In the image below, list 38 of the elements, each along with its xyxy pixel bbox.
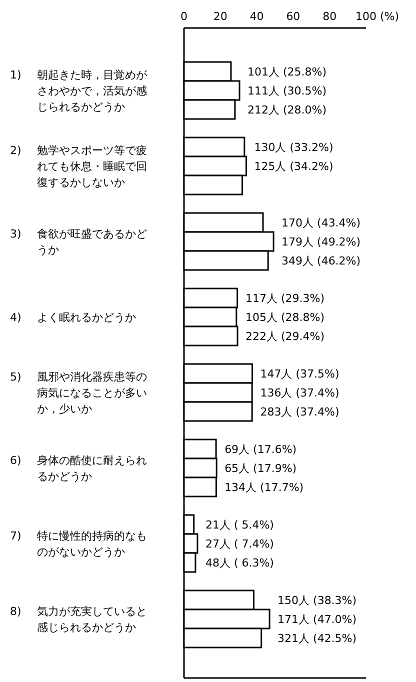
data-label: 179人 (49.2%) [282,236,361,248]
data-label: 283人 (37.4%) [260,406,340,418]
data-label: 170人 (43.4%) [282,216,361,230]
x-tick-label: 20 [213,10,228,23]
data-label: 21人 ( 5.4%) [205,518,274,532]
data-label: 171人 (47.0%) [278,613,357,626]
data-label: 134人 (17.7%) [224,481,304,494]
data-label: 125人 (34.2%) [254,160,334,173]
data-label: 105人 (28.8%) [246,311,325,324]
data-label: 27人 ( 7.4%) [205,538,274,550]
data-label: 222人 (29.4%) [246,330,325,343]
category-label: 3) 食欲が旺盛であるかどうか [10,228,147,256]
category-label: 5) 風邪や消化器疾患等の病気になることが多いか，少いか [10,370,147,416]
data-label: 65人 (17.9%) [224,462,297,475]
data-label: 212人 (28.0%) [248,104,327,116]
x-tick-label: 100 [356,10,376,23]
data-label: 349人 (46.2%) [282,254,361,268]
data-label: 111人 (30.5%) [248,84,327,98]
data-label: 48人 ( 6.3%) [205,556,274,570]
data-label: 136人 (37.4%) [260,386,340,400]
category-label: 1) 朝起きた時，目覚めがさわやかで，活気が感じられるかどうか [10,68,147,114]
x-tick-label: 40 [250,10,264,23]
data-label: 69人 (17.6%) [224,443,297,456]
data-label: 117人 (29.3%) [246,292,325,305]
x-tick-label: 80 [322,10,337,23]
data-label: 101人 (25.8%) [248,66,327,78]
data-label: 147人 (37.5%) [260,368,340,380]
x-tick-label: 0 [180,10,188,23]
category-label: 6) 身体の酷使に耐えられるかどうか [10,454,147,483]
x-axis-title: (%) [380,10,400,23]
category-label: 4) よく眠れるかどうか [10,311,136,324]
x-tick-label: 60 [286,10,300,23]
category-label: 2) 勉学やスポーツ等で疲れても休息・睡眠で回復するかしないか [10,144,147,189]
category-label: 7) 特に慢性的持病的なものがないかどうか [10,530,147,558]
data-label: 321人 (42.5%) [278,632,357,645]
data-label: 150人 (38.3%) [278,594,357,607]
data-label: 130人 (33.2%) [254,141,334,154]
category-label: 8) 気力が充実していると感じられるかどうか [10,605,147,634]
